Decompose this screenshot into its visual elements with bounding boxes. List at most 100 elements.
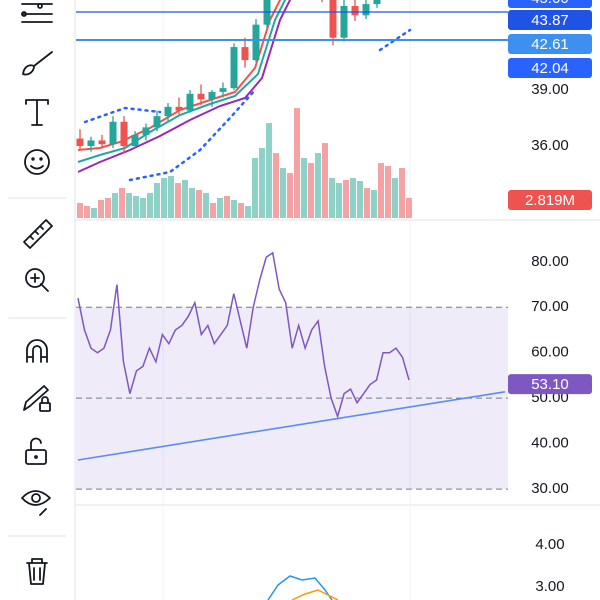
zoom-icon[interactable] bbox=[25, 268, 49, 292]
candle-body bbox=[329, 0, 337, 38]
candle-body bbox=[120, 121, 128, 147]
rsi-badge-label: 53.10 bbox=[531, 376, 569, 393]
price-axis-label: 36.00 bbox=[531, 137, 569, 154]
price-badge bbox=[508, 10, 592, 30]
unlock-icon[interactable] bbox=[25, 437, 47, 465]
volume-bar bbox=[336, 183, 342, 218]
candle-body bbox=[351, 5, 359, 16]
macd-line bbox=[267, 575, 333, 600]
volume-bar bbox=[140, 198, 146, 218]
candle-body bbox=[142, 127, 150, 135]
lock-drawings-icon[interactable] bbox=[23, 385, 51, 412]
volume-bar bbox=[105, 198, 111, 218]
price-axis-label: 39.00 bbox=[531, 81, 569, 98]
rsi-axis-label: 80.00 bbox=[531, 253, 569, 270]
volume-bar bbox=[182, 180, 188, 218]
volume-bar bbox=[196, 190, 202, 218]
candle-body bbox=[98, 140, 106, 145]
rsi-trend-line bbox=[77, 391, 506, 461]
volume-bar bbox=[175, 183, 181, 218]
volume-bar bbox=[161, 178, 167, 218]
ruler-icon[interactable] bbox=[23, 219, 53, 249]
toolbar bbox=[8, 0, 76, 600]
emoji-icon[interactable] bbox=[24, 149, 50, 175]
volume-bar bbox=[392, 178, 398, 218]
volume-bar bbox=[385, 166, 391, 218]
volume-bar bbox=[315, 153, 321, 218]
text-icon[interactable] bbox=[25, 99, 49, 126]
volume-bar bbox=[308, 163, 314, 218]
rsi-axis-label: 40.00 bbox=[531, 435, 569, 452]
volume-bar bbox=[112, 193, 118, 218]
volume-bar bbox=[294, 108, 300, 218]
volume-bar bbox=[84, 206, 90, 218]
macd-panel bbox=[267, 575, 339, 600]
rsi-axis-label: 60.00 bbox=[531, 344, 569, 361]
candle-body bbox=[109, 121, 117, 145]
delete-icon[interactable] bbox=[26, 558, 48, 585]
volume-bar bbox=[147, 193, 153, 218]
brush-icon[interactable] bbox=[22, 51, 53, 76]
volume-bar bbox=[231, 200, 237, 218]
price-badge-label: 45.00 bbox=[531, 0, 569, 7]
candle-body bbox=[230, 47, 238, 89]
candle-body bbox=[164, 106, 172, 117]
price-badge bbox=[508, 0, 592, 8]
volume-bar bbox=[154, 183, 160, 218]
volume-badge-label: 2.819M bbox=[525, 192, 575, 209]
candle-body bbox=[340, 5, 348, 38]
volume-bar bbox=[126, 193, 132, 218]
candle-body bbox=[252, 24, 260, 61]
price-badge-label: 43.87 bbox=[531, 12, 569, 29]
volume-bar bbox=[98, 200, 104, 218]
volume-bar bbox=[280, 168, 286, 218]
volume-bar bbox=[322, 143, 328, 218]
volume-bar bbox=[203, 193, 209, 218]
moving-average bbox=[77, 0, 282, 151]
candle-body bbox=[197, 93, 205, 100]
price-badge-label: 42.04 bbox=[531, 60, 569, 77]
macd-axis-label: 3.00 bbox=[535, 578, 564, 595]
volume-bar bbox=[364, 188, 370, 218]
visibility-icon[interactable] bbox=[21, 490, 51, 516]
volume-bar bbox=[287, 173, 293, 218]
candle-body bbox=[87, 140, 95, 147]
candle-body bbox=[362, 4, 370, 16]
moving-average bbox=[77, 0, 287, 163]
volume-bar bbox=[350, 178, 356, 218]
volume-bar bbox=[238, 203, 244, 218]
trend-tools-icon[interactable] bbox=[21, 3, 53, 23]
volume-bar bbox=[266, 123, 272, 218]
candle-body bbox=[219, 88, 227, 92]
volume-bar bbox=[245, 206, 251, 218]
volume-bar bbox=[217, 198, 223, 218]
volume-bar bbox=[91, 208, 97, 218]
candle-body bbox=[186, 93, 194, 111]
rsi-line bbox=[77, 251, 410, 419]
price-badge bbox=[508, 58, 592, 78]
candle-body bbox=[153, 116, 161, 128]
candle-body bbox=[76, 138, 84, 147]
candle-body bbox=[208, 91, 216, 100]
volume-bar bbox=[378, 163, 384, 218]
volume-bar bbox=[252, 158, 258, 218]
volume-bar bbox=[301, 158, 307, 218]
volume-bar bbox=[77, 203, 83, 218]
volume-bar bbox=[343, 180, 349, 218]
moving-average bbox=[77, 0, 292, 173]
volume-bar bbox=[406, 197, 412, 218]
price-panel bbox=[76, 0, 412, 182]
magnet-icon[interactable] bbox=[26, 339, 48, 363]
signal-line bbox=[291, 589, 339, 600]
volume-bar bbox=[273, 153, 279, 218]
rsi-axis-label: 70.00 bbox=[531, 298, 569, 315]
rsi-badge bbox=[508, 374, 592, 395]
candle-body bbox=[373, 0, 381, 5]
volume-bar bbox=[189, 188, 195, 218]
volume-bar bbox=[329, 178, 335, 218]
volume-bar bbox=[399, 168, 405, 218]
volume-bar bbox=[259, 148, 265, 218]
price-badge bbox=[508, 34, 592, 54]
volume-bar bbox=[119, 188, 125, 218]
volume-bar bbox=[357, 181, 363, 218]
